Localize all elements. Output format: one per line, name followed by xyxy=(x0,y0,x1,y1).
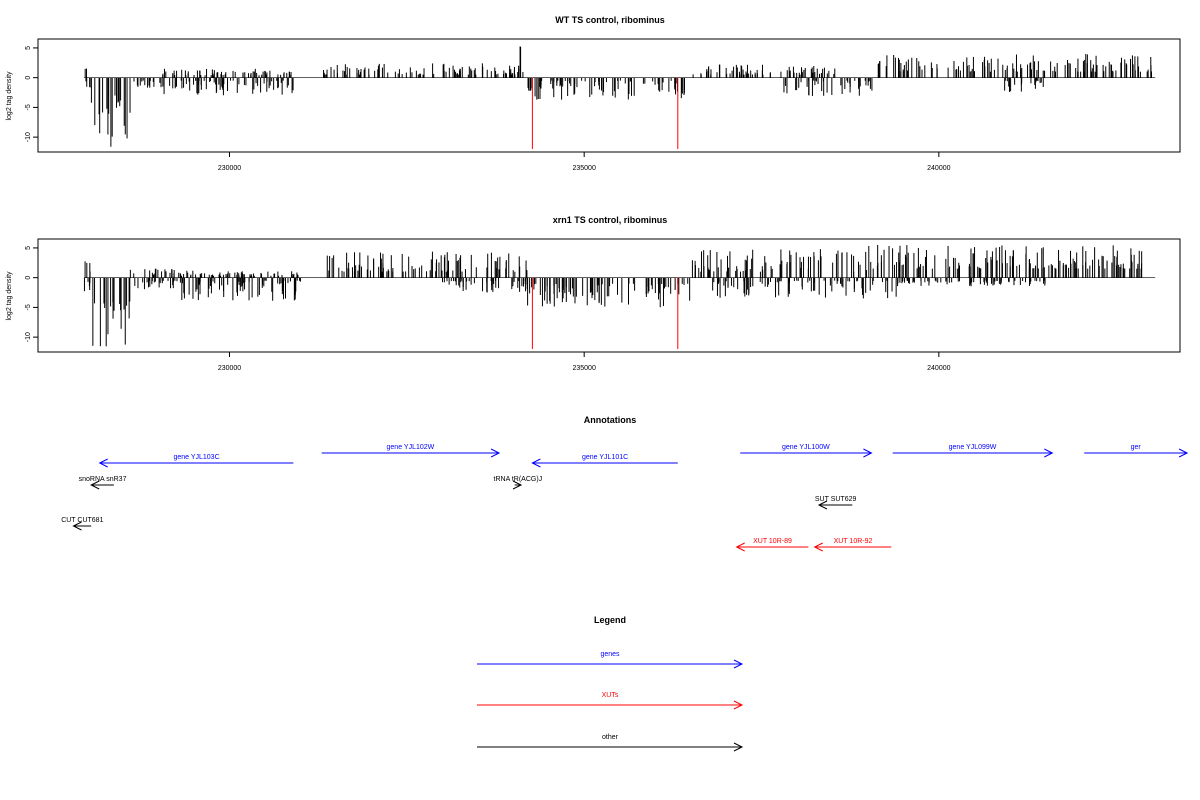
xrn1-density-panel: xrn1 TS control, ribominus log2 tag dens… xyxy=(6,215,1181,372)
annotations-title: Annotations xyxy=(584,415,637,425)
y-axis-label: log2 tag density xyxy=(6,71,13,121)
arrow-head xyxy=(90,480,100,490)
y-tick-label: 5 xyxy=(25,46,32,50)
feature-label: snoRNA snR37 xyxy=(79,476,127,483)
feature-label: gene YJL100W xyxy=(782,444,830,451)
y-tick-label: -5 xyxy=(25,304,32,310)
arrow-head xyxy=(531,458,541,468)
arrow-head xyxy=(1044,448,1054,458)
feature: gene YJL103C xyxy=(98,454,294,468)
axis-ticks: 5 0 -5 -10 230000 235000 240000 xyxy=(25,46,951,172)
feature-label: CUT CUT681 xyxy=(61,517,103,524)
y-axis-label: log2 tag density xyxy=(6,271,13,321)
legend-label: XUTs xyxy=(602,692,619,699)
feature: gene YJL099W xyxy=(892,444,1054,458)
feature: CUT CUT681 xyxy=(61,517,104,531)
density-bars xyxy=(84,46,1156,150)
arrow-head xyxy=(1178,448,1189,458)
y-tick-label: 0 xyxy=(25,76,32,80)
arrow-head xyxy=(735,542,745,552)
arrow-head xyxy=(817,500,828,510)
arrow-head xyxy=(733,742,744,752)
feature: gene YJL100W xyxy=(740,444,873,458)
feature: ger xyxy=(1084,444,1189,458)
y-tick-label: 0 xyxy=(25,276,32,280)
arrow-head xyxy=(733,700,744,710)
legend-item: XUTs xyxy=(477,692,744,710)
wt-density-panel: WT TS control, ribominus log2 tag densit… xyxy=(6,15,1181,172)
y-tick-label: 5 xyxy=(25,246,32,250)
arrow-head xyxy=(490,448,501,458)
feature-label: gene YJL099W xyxy=(949,444,997,451)
y-tick-label: -10 xyxy=(25,132,32,142)
panel-title: xrn1 TS control, ribominus xyxy=(553,215,668,225)
x-tick-label: 235000 xyxy=(572,365,595,372)
plot-frame xyxy=(37,238,1181,353)
panel-title: WT TS control, ribominus xyxy=(555,15,665,25)
feature-label: ger xyxy=(1131,444,1142,451)
legend-item: other xyxy=(477,734,744,752)
feature: gene YJL101C xyxy=(531,454,678,468)
legend-title: Legend xyxy=(594,615,626,625)
arrow-head xyxy=(72,521,82,531)
feature: SUT SUT629 xyxy=(815,496,857,510)
feature-label: XUT 10R-89 xyxy=(753,538,792,545)
y-tick-label: -5 xyxy=(25,104,32,110)
arrow-head xyxy=(512,480,523,490)
axis-ticks: 5 0 -5 -10 230000 235000 240000 xyxy=(25,246,951,372)
feature: XUT 10R-89 xyxy=(735,538,809,552)
x-tick-label: 240000 xyxy=(927,365,950,372)
x-tick-label: 240000 xyxy=(927,165,950,172)
legend: Legend genes XUTs other xyxy=(477,615,744,752)
legend-label: genes xyxy=(600,651,620,658)
density-bars xyxy=(83,244,1156,350)
feature-label: gene YJL102W xyxy=(387,444,435,451)
arrow-head xyxy=(98,458,108,468)
feature-label: gene YJL101C xyxy=(582,454,628,461)
feature: gene YJL102W xyxy=(321,444,501,458)
x-tick-label: 235000 xyxy=(572,165,595,172)
feature-label: gene YJL103C xyxy=(173,454,219,461)
feature: XUT 10R-92 xyxy=(813,538,892,552)
legend-label: other xyxy=(602,734,619,741)
plot-frame xyxy=(37,38,1181,153)
x-tick-label: 230000 xyxy=(218,165,241,172)
feature: tRNA tR(ACG)J xyxy=(494,476,543,490)
feature-label: tRNA tR(ACG)J xyxy=(494,476,543,483)
x-tick-label: 230000 xyxy=(218,365,241,372)
feature-arrows: gene YJL103C gene YJL102W gene YJL101C gene… xyxy=(61,444,1189,552)
feature: snoRNA snR37 xyxy=(79,476,127,490)
arrow-head xyxy=(813,542,823,552)
y-tick-label: -10 xyxy=(25,332,32,342)
feature-label: XUT 10R-92 xyxy=(834,538,873,545)
arrow-head xyxy=(863,448,873,458)
legend-item: genes xyxy=(477,651,744,669)
arrow-head xyxy=(733,659,744,669)
feature-label: SUT SUT629 xyxy=(815,496,857,503)
legend-items: genes XUTs other xyxy=(477,651,744,752)
